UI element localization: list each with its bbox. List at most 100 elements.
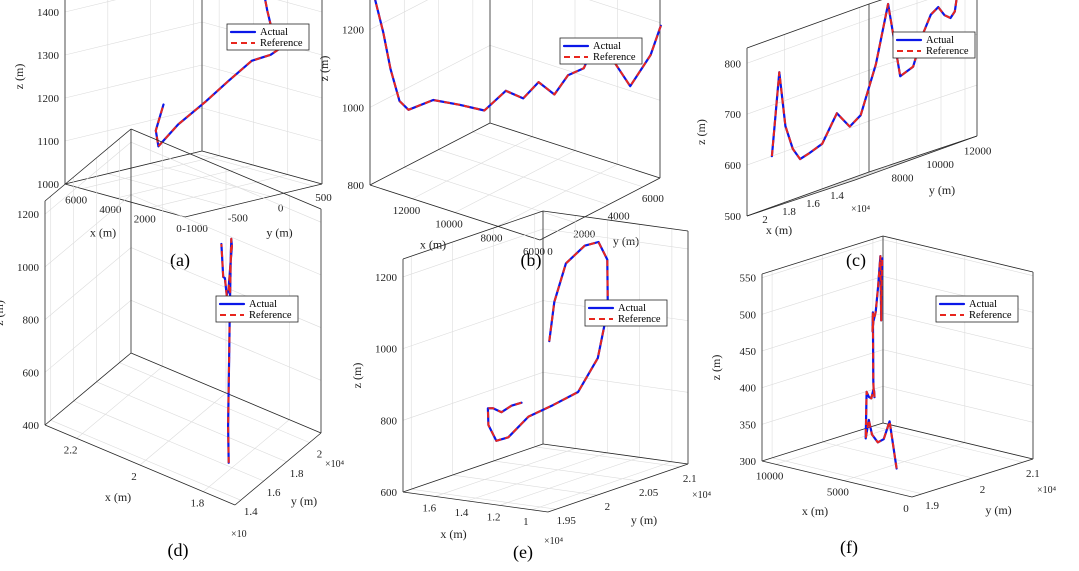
grid-line [746, 69, 870, 115]
series-actual-line [154, 0, 280, 148]
box-edge [402, 210, 544, 260]
grid-line [119, 362, 310, 443]
y-tick-label: 10000 [926, 159, 954, 171]
z-tick-label: 1400 [37, 7, 60, 19]
y-axis-line [854, 135, 978, 181]
grid-line [588, 0, 661, 23]
y-tick-label: 2.1 [683, 473, 697, 485]
x-tick-label: 1.6 [806, 198, 820, 210]
box-edge [130, 128, 322, 210]
z-tick-label: 800 [381, 415, 398, 427]
x-exponent-label: ×10 [231, 529, 247, 540]
y-tick-label: 12000 [964, 145, 992, 157]
grid-line [542, 372, 689, 393]
z-tick-label: 1000 [37, 179, 60, 191]
panel-caption: (c) [846, 250, 866, 271]
y-tick-label: 2.1 [1026, 468, 1040, 480]
y-tick-label: -1000 [182, 223, 208, 235]
grid-line [438, 149, 609, 205]
grid-line [64, 0, 117, 13]
grid-line [44, 247, 132, 320]
x-axis-line [369, 184, 541, 241]
legend-box [226, 23, 310, 51]
z-axis-label: z (m) [317, 56, 331, 82]
y-tick-label: 2000 [573, 228, 596, 240]
grid-line [201, 64, 323, 99]
y-tick-label: 1.4 [244, 506, 258, 518]
legend-label-actual: Actual [260, 27, 288, 38]
x-tick-label: 1.6 [422, 502, 436, 514]
x-exponent-label: ×10⁴ [544, 536, 564, 547]
y-axis-label: y (m) [266, 226, 292, 240]
grid-line [150, 174, 288, 208]
grid-line [542, 228, 689, 250]
grid-line [402, 228, 544, 278]
z-tick-label: 600 [381, 487, 398, 499]
grid-line [203, 419, 290, 492]
x-axis-label: x (m) [802, 504, 828, 518]
z-tick-label: 1000 [17, 262, 40, 274]
grid-line [402, 300, 544, 349]
x-axis-label: x (m) [90, 226, 116, 240]
grid-line [50, 419, 241, 501]
y-axis-label: y (m) [929, 183, 955, 197]
grid-line [822, 441, 973, 479]
x-tick-label: 2000 [134, 214, 157, 226]
x-tick-label: 6000 [523, 246, 546, 258]
x-tick-label: 10000 [435, 219, 463, 231]
z-tick-label: 800 [348, 180, 365, 192]
z-tick-label: 1200 [17, 209, 40, 221]
grid-line [784, 166, 893, 203]
z-axis-label: z (m) [350, 363, 364, 389]
z-axis-label: z (m) [0, 300, 6, 326]
y-axis-label: y (m) [631, 513, 657, 527]
z-axis-label: z (m) [709, 355, 723, 381]
grid-line [435, 448, 576, 497]
box-edge [746, 171, 870, 217]
z-tick-label: 700 [725, 109, 742, 121]
grid-line [746, 18, 870, 64]
x-tick-label: 0 [903, 503, 909, 515]
grid-line [369, 45, 491, 108]
y-axis-line [911, 458, 1034, 498]
x-tick-label: 10000 [756, 470, 784, 482]
z-tick-label: 800 [23, 315, 40, 327]
grid-line [44, 141, 132, 215]
series-actual-line [770, 0, 958, 161]
y-axis-line [184, 183, 323, 218]
panel-caption: (e) [513, 542, 533, 563]
grid-line [868, 84, 978, 122]
y-tick-label: 1.6 [267, 487, 281, 499]
grid-line [882, 312, 1034, 350]
legend-label-actual: Actual [926, 35, 954, 46]
panel-f: 0 5000 10000 1.9 2 2.1 300 350 400 450 500 550 x (m)… [709, 235, 1057, 558]
z-tick-label: 1000 [342, 102, 365, 114]
series-reference-line [374, 0, 662, 112]
legend-label-reference: Reference [618, 314, 661, 325]
box-edge [882, 235, 1034, 273]
x-exponent-label: ×10⁴ [851, 204, 871, 215]
grid-line [201, 107, 323, 142]
x-tick-label: 2 [131, 471, 137, 483]
grid-line [493, 460, 639, 482]
panel-a: 0 2000 4000 6000 -1000 -500 0 500 1000 1100 1200 13… [12, 0, 332, 271]
legend-box [584, 299, 668, 327]
x-tick-label: 1.4 [830, 190, 844, 202]
box-edge [489, 122, 661, 179]
x-tick-label: 8000 [481, 232, 504, 244]
legend-label-reference: Reference [249, 310, 292, 321]
y-tick-label: 4000 [608, 211, 631, 223]
y-exponent-label: ×10⁴ [1037, 485, 1057, 496]
series-reference-line [220, 237, 233, 463]
panel-c: 1.4 1.6 1.8 2 8000 10000 12000 500 600 700 800 x (m… [694, 0, 992, 271]
panel-caption: (d) [168, 540, 189, 561]
x-tick-label: 1.4 [455, 507, 469, 519]
x-axis-label: x (m) [440, 527, 466, 541]
x-tick-label: 2 [762, 214, 768, 226]
grid-line [150, 163, 271, 197]
x-tick-label: 2.2 [64, 444, 78, 456]
